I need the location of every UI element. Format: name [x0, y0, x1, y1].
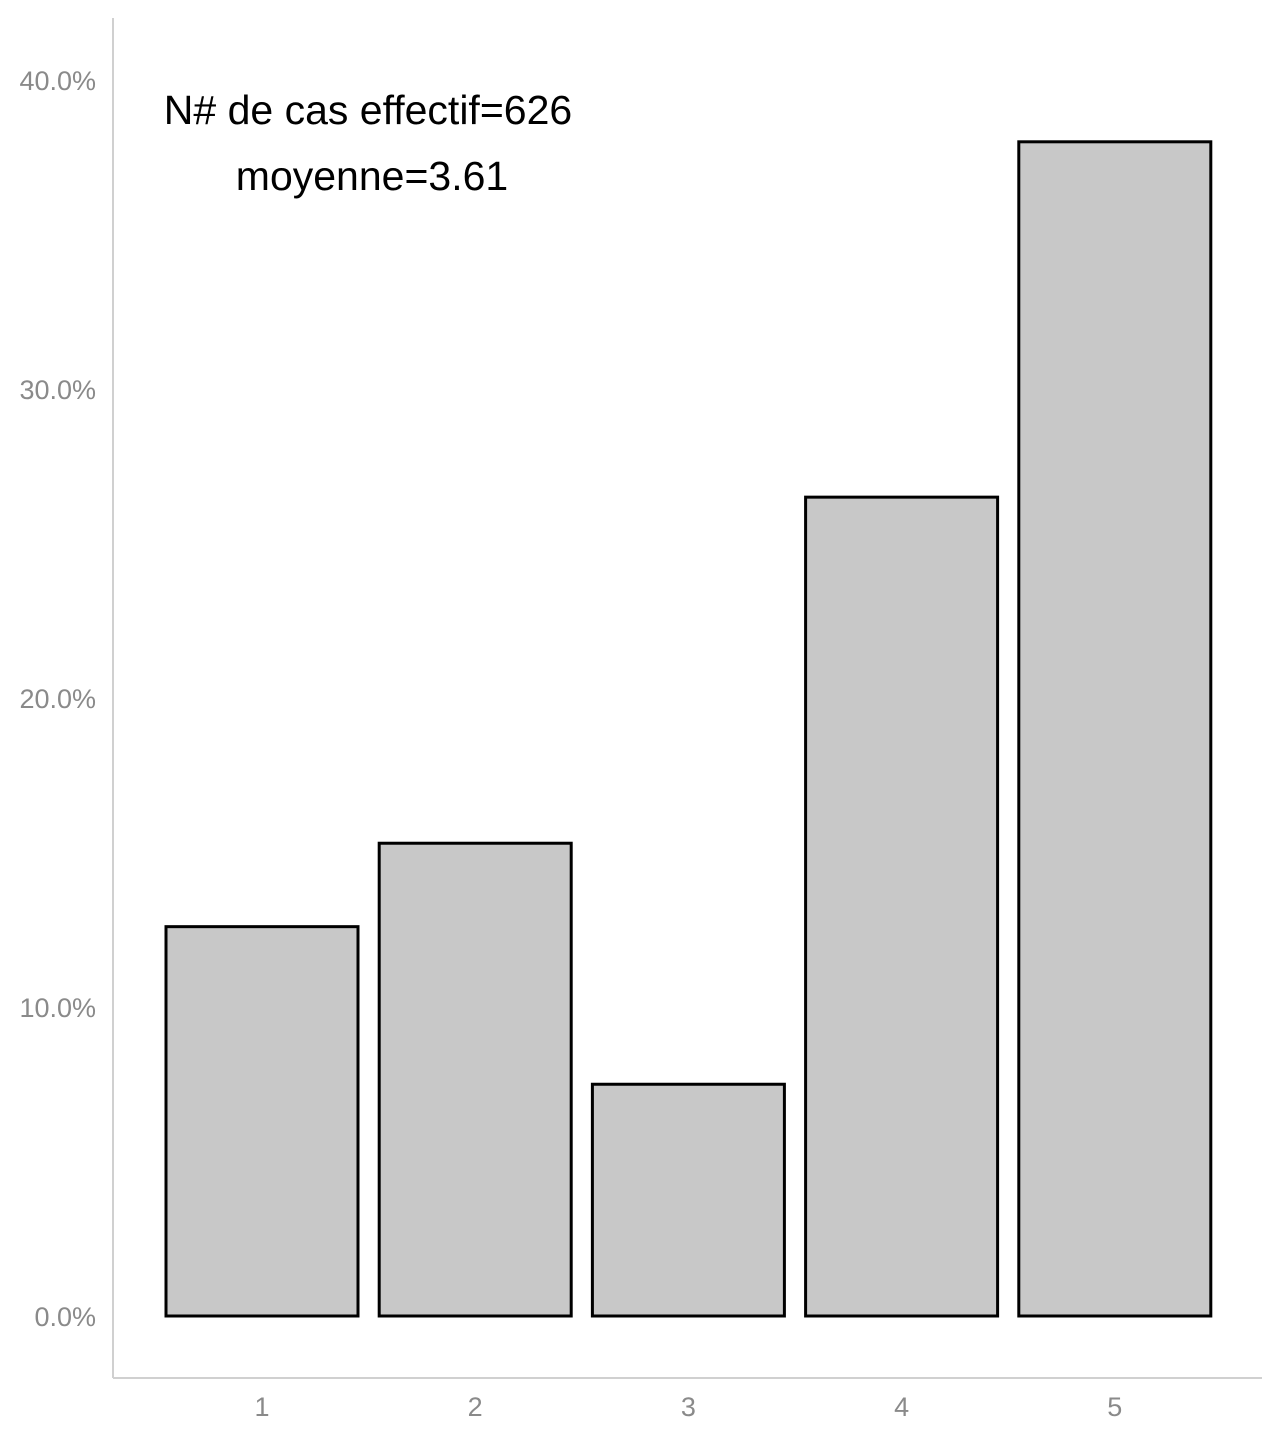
x-tick-label: 1	[254, 1392, 269, 1422]
bar-5	[1017, 140, 1213, 1318]
y-tick-label: 40.0%	[19, 66, 96, 96]
x-tick-label: 3	[681, 1392, 696, 1422]
x-tick-label: 4	[894, 1392, 909, 1422]
y-tick-label: 20.0%	[19, 684, 96, 714]
annotations: N# de cas effectif=626 moyenne=3.61	[164, 87, 572, 199]
bar-3	[590, 1082, 786, 1318]
bar-1	[164, 925, 360, 1318]
bar-4	[804, 495, 1000, 1318]
x-tick-label: 5	[1107, 1392, 1122, 1422]
bars-group	[164, 140, 1213, 1318]
annotation-case-count: N# de cas effectif=626	[164, 87, 572, 133]
y-tick-labels: 0.0% 10.0% 20.0% 30.0% 40.0%	[19, 66, 96, 1332]
y-tick-label: 0.0%	[34, 1302, 96, 1332]
x-axis: 1 2 3 4 5	[113, 1377, 1262, 1422]
annotation-mean: moyenne=3.61	[236, 153, 508, 199]
bar-2	[377, 841, 573, 1318]
y-tick-label: 30.0%	[19, 375, 96, 405]
y-axis: 0.0% 10.0% 20.0% 30.0% 40.0%	[19, 18, 114, 1378]
x-tick-labels: 1 2 3 4 5	[254, 1392, 1122, 1422]
y-tick-label: 10.0%	[19, 993, 96, 1023]
x-tick-label: 2	[468, 1392, 483, 1422]
